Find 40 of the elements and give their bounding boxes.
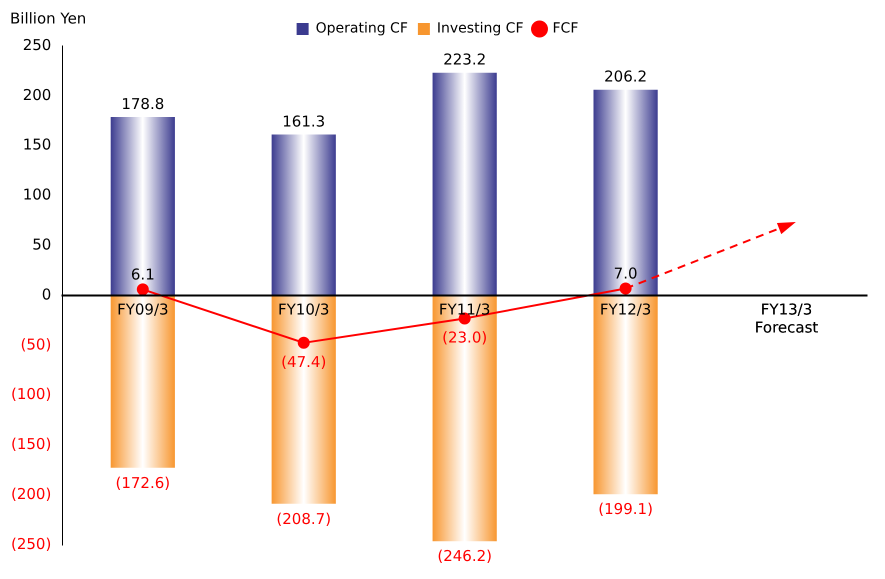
- y-tick-label: (200): [10, 484, 52, 503]
- x-tick-label: FY13/3 Forecast: [754, 300, 818, 336]
- bar: [110, 117, 175, 296]
- bar: [432, 296, 497, 542]
- data-label: 161.3: [282, 112, 326, 131]
- data-label: 206.2: [604, 68, 648, 86]
- data-label: 223.2: [443, 50, 486, 69]
- x-tick-label: FY12/3: [600, 300, 652, 318]
- y-tick-label: (100): [10, 385, 52, 404]
- data-label: 6.1: [130, 265, 155, 284]
- y-axis-title: Billion Yen: [10, 9, 86, 28]
- y-tick-label: (150): [10, 435, 52, 454]
- bar: [272, 296, 336, 504]
- bar: [593, 90, 658, 296]
- y-tick-label: (250): [10, 534, 52, 553]
- data-label: (23.0): [442, 328, 488, 346]
- bar: [272, 134, 336, 296]
- legend-label: Operating CF: [316, 20, 408, 37]
- bar: [432, 72, 497, 296]
- y-tick-label: 200: [22, 86, 52, 104]
- data-label: (172.6): [115, 474, 170, 492]
- x-tick-label: FY10/3: [278, 300, 330, 318]
- legend-label: FCF: [552, 20, 578, 37]
- data-label: 7.0: [614, 264, 638, 283]
- data-label: (246.2): [437, 547, 492, 566]
- y-tick-label: 0: [42, 285, 52, 304]
- data-label: (208.7): [276, 510, 332, 528]
- y-tick-label: 250: [22, 36, 52, 54]
- data-label: (199.1): [598, 500, 653, 518]
- x-tick-label: FY09/3: [117, 300, 169, 318]
- y-tick-label: (50): [20, 335, 52, 354]
- y-tick-label: 150: [22, 136, 52, 154]
- data-label: (47.4): [281, 352, 326, 371]
- x-tick-label: FY11/3: [438, 300, 490, 318]
- data-label: 178.8: [121, 95, 164, 114]
- bar: [110, 296, 175, 468]
- y-tick-label: 100: [22, 186, 52, 204]
- y-tick-label: 50: [32, 235, 52, 254]
- bar: [593, 296, 658, 494]
- legend-label: Investing CF: [436, 20, 524, 37]
